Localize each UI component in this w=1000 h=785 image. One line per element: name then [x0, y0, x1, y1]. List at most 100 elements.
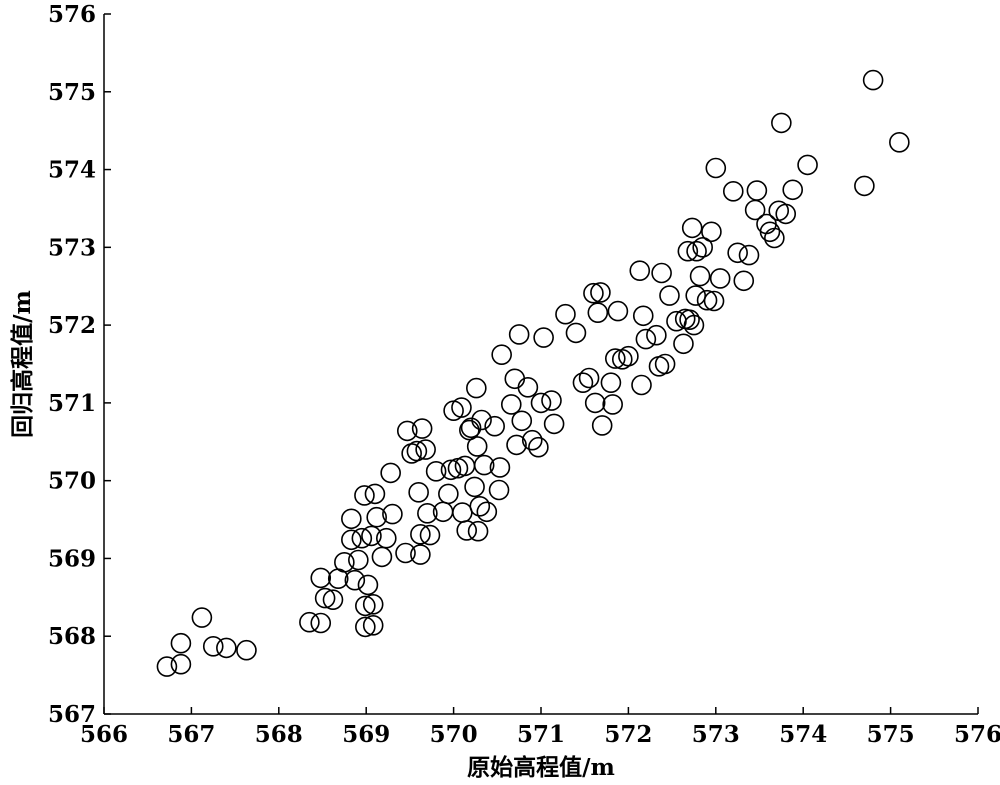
data-point [419, 524, 441, 546]
y-tick-label: 568 [48, 623, 96, 650]
data-point [362, 594, 384, 615]
data-point [411, 418, 433, 439]
data-point [686, 240, 707, 262]
data-point [464, 476, 485, 498]
data-point [355, 616, 376, 638]
data-point [659, 285, 680, 306]
data-point [679, 309, 700, 330]
data-point [889, 132, 910, 153]
data-point [191, 607, 213, 628]
data-point [727, 242, 748, 264]
data-point [466, 377, 487, 399]
data-point [683, 314, 705, 336]
data-point [600, 372, 622, 393]
data-point [635, 328, 657, 350]
data-point [454, 455, 476, 477]
data-point [456, 520, 478, 541]
data-point [618, 345, 639, 367]
data-point [452, 502, 473, 523]
data-point [738, 244, 760, 266]
data-point [632, 305, 654, 327]
x-tick-label: 576 [954, 721, 1000, 748]
data-point [408, 482, 429, 503]
data-point [466, 436, 488, 457]
x-tick-label: 574 [779, 721, 827, 748]
data-point [473, 454, 495, 476]
data-point [488, 479, 510, 501]
data-point [371, 546, 393, 568]
y-tick-label: 576 [48, 1, 96, 28]
data-point [701, 221, 722, 243]
data-point [484, 415, 505, 437]
data-point [631, 374, 652, 396]
x-tick-label: 569 [342, 721, 390, 748]
data-point [382, 503, 403, 525]
data-point [396, 420, 418, 442]
data-point [410, 524, 431, 545]
data-point [511, 410, 533, 432]
data-point [654, 353, 676, 375]
x-tick-label: 566 [80, 721, 128, 748]
data-point [590, 282, 611, 303]
y-tick-label: 567 [48, 701, 96, 728]
data-point [341, 529, 362, 551]
data-point [202, 636, 224, 657]
y-tick-label: 575 [48, 79, 96, 106]
data-point [467, 520, 489, 542]
data-point [629, 260, 651, 281]
data-point [578, 367, 600, 389]
data-point [646, 324, 667, 346]
data-point [451, 397, 472, 418]
data-point [604, 348, 626, 369]
data-point [216, 637, 237, 659]
data-point [508, 324, 530, 345]
data-point [491, 344, 512, 365]
data-point [489, 457, 511, 478]
data-point [530, 392, 552, 414]
data-point [310, 567, 332, 589]
data-point [500, 394, 522, 415]
x-tick-label: 573 [692, 721, 740, 748]
data-point [425, 461, 447, 482]
x-tick-label: 567 [167, 721, 215, 748]
data-point [517, 377, 539, 398]
x-ticks: 566 567 568 569 570 571 572 573 574 575 576 [80, 707, 1000, 748]
data-point [410, 544, 431, 565]
data-point [314, 587, 336, 609]
data-point [361, 525, 382, 547]
data-point [521, 429, 543, 451]
x-axis-title: 原始高程值/m [467, 754, 615, 781]
data-point [685, 285, 706, 306]
data-point [322, 589, 344, 610]
data-point [355, 595, 376, 617]
data-point [797, 154, 818, 176]
data-point [565, 322, 587, 344]
data-point [357, 574, 379, 596]
y-ticks: 567 568 569 570 571 572 573 574 575 576 [48, 1, 111, 728]
data-point [440, 459, 462, 481]
data-point [607, 300, 629, 322]
data-point [341, 508, 362, 530]
data-point [504, 368, 526, 390]
data-point [555, 303, 576, 325]
data-point [705, 157, 727, 179]
data-point [583, 282, 604, 304]
data-point [746, 180, 768, 201]
data-point [651, 262, 672, 284]
data-point [459, 419, 480, 441]
data-point [541, 390, 562, 411]
data-point [395, 542, 416, 564]
data-point [156, 656, 178, 677]
data-point [236, 639, 257, 661]
x-tick-label: 568 [255, 721, 303, 748]
data-point [703, 290, 725, 312]
data-point [764, 227, 785, 249]
data-point [587, 302, 609, 323]
x-tick-label: 571 [517, 721, 565, 748]
data-point [406, 440, 428, 462]
data-point [733, 270, 755, 292]
data-point [591, 415, 613, 436]
data-point [376, 527, 397, 549]
x-tick-label: 570 [430, 721, 478, 748]
data-point [782, 179, 804, 201]
